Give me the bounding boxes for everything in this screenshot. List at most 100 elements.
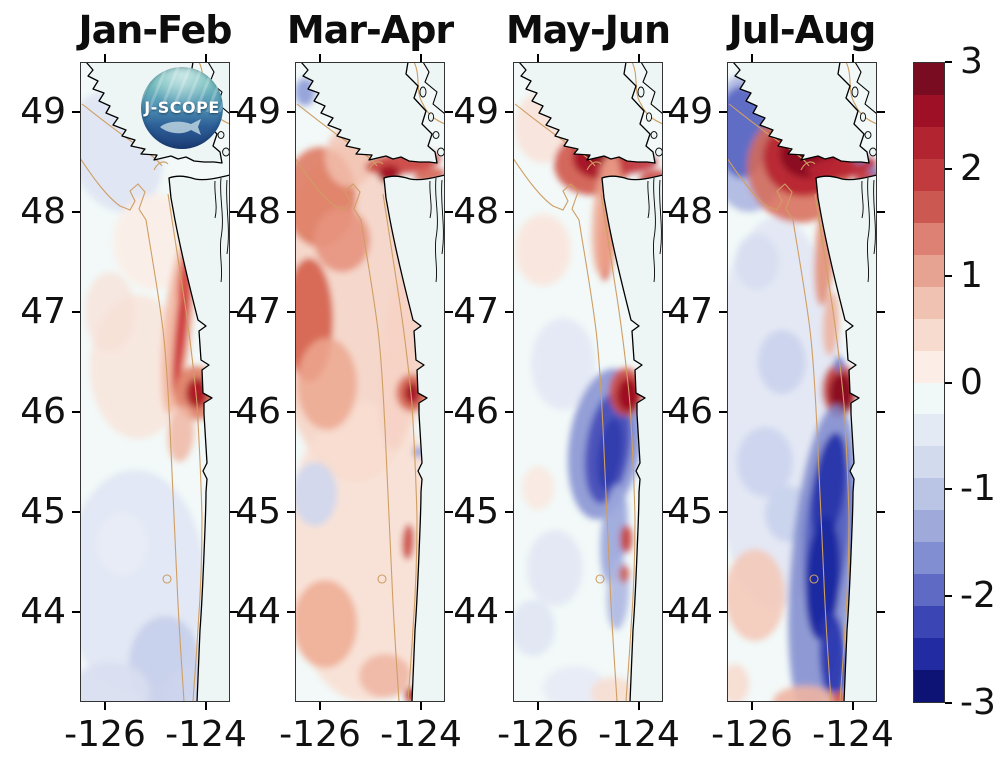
y-tick-label: 47 [235, 291, 281, 332]
x-tick-label: -124 [380, 714, 462, 755]
colorbar-tick-mark [945, 381, 952, 384]
y-tick-label: 46 [453, 391, 499, 432]
colorbar-tick-label: 1 [960, 254, 983, 296]
anomaly-blob [832, 692, 846, 702]
x-tick-label: -124 [165, 714, 247, 755]
anomaly-blob [515, 214, 571, 286]
anomaly-blob [80, 662, 150, 702]
colorbar-band [914, 126, 944, 159]
y-tick-mark [663, 111, 671, 113]
colorbar-tick-label: 2 [960, 147, 983, 189]
colorbar-tick-label: 3 [960, 41, 983, 82]
anomaly-blob [619, 565, 629, 583]
y-tick-mark [505, 211, 513, 213]
x-tick-mark [751, 702, 753, 710]
anomaly-blob [522, 466, 554, 510]
x-tick-label: -126 [711, 714, 793, 755]
anomaly-blob [805, 516, 841, 640]
y-tick-mark [719, 511, 727, 513]
x-tick-mark [205, 54, 207, 62]
panel-frame [295, 62, 445, 702]
y-tick-mark [72, 411, 80, 413]
x-tick-label: -126 [497, 714, 579, 755]
colorbar-tick-label: 0 [960, 361, 983, 403]
anomaly-blob [758, 330, 806, 394]
y-tick-label: 44 [453, 591, 499, 632]
x-tick-mark [420, 54, 422, 62]
y-tick-mark [287, 411, 295, 413]
x-tick-label: -124 [812, 714, 894, 755]
y-tick-mark [230, 111, 238, 113]
colorbar-band [914, 414, 944, 447]
y-tick-mark [445, 111, 453, 113]
colorbar-tick-mark [945, 702, 952, 704]
anomaly-blob [834, 356, 844, 372]
y-tick-label: 44 [20, 591, 66, 632]
y-tick-label: 48 [667, 191, 713, 232]
y-tick-mark [230, 311, 238, 313]
x-tick-label: -124 [598, 714, 680, 755]
anomaly-blob [811, 432, 847, 544]
colorbar-tick-mark [945, 167, 952, 170]
y-tick-mark [72, 111, 80, 113]
anomaly-blob [620, 525, 632, 553]
anomaly-blob [822, 292, 840, 356]
colorbar-tick-label: -3 [960, 682, 996, 723]
y-tick-mark [230, 211, 238, 213]
y-tick-label: 45 [20, 491, 66, 532]
anomaly-blob [295, 462, 337, 526]
panel-frame [513, 62, 663, 702]
logo-light-rays [141, 67, 223, 113]
y-tick-mark [719, 111, 727, 113]
y-tick-mark [287, 211, 295, 213]
y-tick-mark [877, 311, 885, 313]
y-tick-label: 46 [667, 391, 713, 432]
colorbar-band [914, 94, 944, 127]
y-tick-mark [505, 311, 513, 313]
y-tick-mark [287, 311, 295, 313]
map-panel-jul-aug [727, 62, 877, 702]
anomaly-blob [401, 524, 415, 560]
colorbar-band [914, 222, 944, 255]
colorbar-band [914, 318, 944, 351]
y-tick-mark [877, 211, 885, 213]
panel-title-jul-aug: Jul-Aug [728, 8, 877, 52]
panel-title-jan-feb: Jan-Feb [78, 8, 233, 52]
y-tick-mark [877, 411, 885, 413]
y-tick-mark [287, 611, 295, 613]
x-tick-mark [537, 54, 539, 62]
x-tick-mark [852, 54, 854, 62]
y-tick-mark [230, 511, 238, 513]
y-tick-mark [505, 511, 513, 513]
y-tick-label: 49 [667, 91, 713, 132]
x-tick-mark [319, 702, 321, 710]
anomaly-blob [404, 382, 420, 404]
y-tick-mark [663, 511, 671, 513]
x-tick-label: -126 [64, 714, 146, 755]
anomaly-blob [737, 427, 793, 497]
logo-text: J-SCOPE [144, 98, 220, 117]
x-tick-mark [638, 702, 640, 710]
y-tick-mark [663, 311, 671, 313]
anomaly-blob [297, 338, 357, 430]
y-tick-mark [445, 311, 453, 313]
y-tick-mark [445, 611, 453, 613]
y-tick-mark [663, 411, 671, 413]
y-tick-mark [719, 311, 727, 313]
y-tick-mark [719, 411, 727, 413]
y-tick-label: 47 [667, 291, 713, 332]
colorbar-tick-mark [945, 595, 952, 598]
y-tick-label: 47 [20, 291, 66, 332]
y-tick-label: 48 [235, 191, 281, 232]
y-tick-mark [72, 611, 80, 613]
colorbar-band [914, 542, 944, 575]
anomaly-blob [591, 677, 635, 702]
anomaly-blob [359, 654, 411, 698]
panel-frame [727, 62, 877, 702]
colorbar-tick-mark [945, 274, 952, 277]
colorbar-band [914, 606, 944, 639]
colorbar-band [914, 190, 944, 223]
y-tick-mark [719, 211, 727, 213]
x-tick-mark [537, 702, 539, 710]
